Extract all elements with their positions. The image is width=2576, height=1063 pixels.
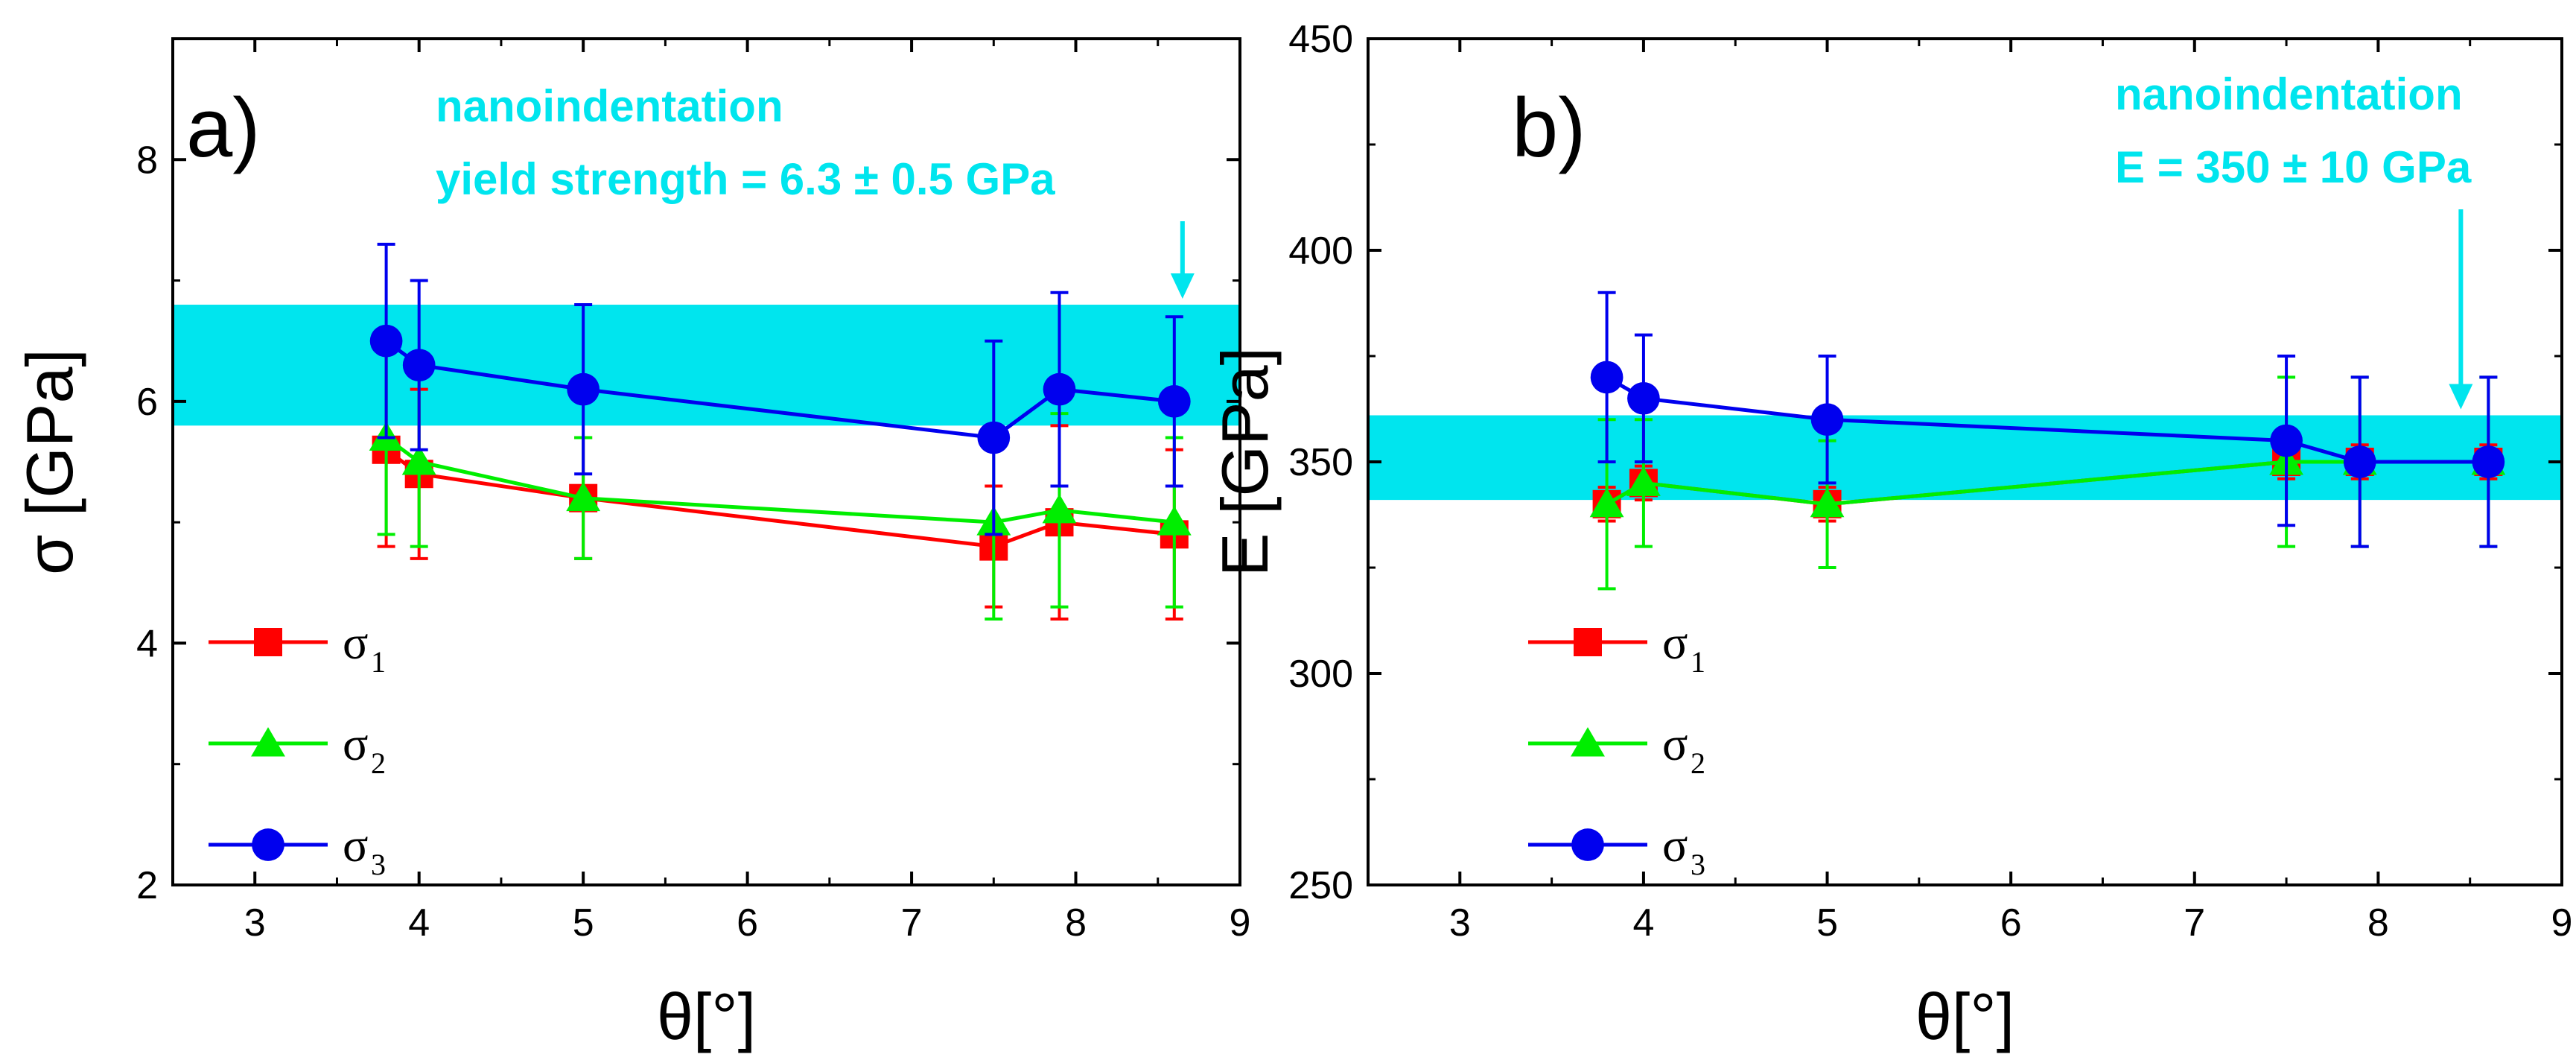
legend-label: σ [343,717,369,770]
y-tick-label: 350 [1288,441,1353,484]
legend-marker [254,628,282,656]
x-tick-label: 6 [737,901,758,945]
y-tick-label: 8 [136,139,158,182]
legend-subscript: 2 [371,746,386,780]
reference-band [173,305,1240,426]
y-tick-label: 2 [136,864,158,907]
reference-band [1368,415,2562,501]
annotation-line: nanoindentation [2115,69,2463,119]
x-tick-label: 7 [901,901,923,945]
data-point [567,372,600,406]
y-tick-label: 400 [1288,229,1353,273]
annotation-arrow-head [2449,384,2473,410]
data-point [402,349,436,382]
legend-label: σ [1662,616,1688,669]
y-tick-label: 450 [1288,18,1353,61]
y-tick-label: 250 [1288,864,1353,907]
data-point [1590,361,1623,394]
data-point [2472,445,2505,478]
data-point [1810,403,1844,437]
annotation-line: yield strength = 6.3 ± 0.5 GPa [436,154,1055,204]
x-tick-label: 5 [573,901,594,945]
series-σ3 [1590,291,2505,548]
y-tick-label: 4 [136,622,158,665]
legend-marker [1571,828,1604,861]
x-tick-label: 5 [1816,901,1838,945]
panel-label: b) [1512,81,1586,174]
x-tick-label: 7 [2184,901,2205,945]
data-point [1157,385,1191,418]
chart-panel-b: 3 4 5 6 7 8 9 250 300 350 400 450 θ[°] E [GPa] b) nanoi… [1208,18,2572,1053]
x-tick-label: 8 [1065,901,1087,945]
legend-subscript: 1 [1691,645,1705,679]
data-point [1157,506,1192,536]
legend-subscript: 1 [371,645,386,679]
annotation-line: nanoindentation [436,81,783,131]
data-point [2270,424,2303,457]
legend-subscript: 3 [1691,848,1705,881]
annotation-arrow-head [1170,273,1195,299]
legend-label: σ [1662,819,1688,872]
legend-label: σ [343,616,369,669]
data-point [1810,487,1845,518]
legend-subscript: 3 [371,848,386,881]
data-point [369,324,403,358]
legend-marker [1571,727,1605,757]
legend-subscript: 2 [1691,746,1705,780]
data-point [977,421,1011,454]
data-point [401,445,436,475]
x-tick-label: 9 [1230,901,1251,945]
annotation-line: E = 350 ± 10 GPa [2115,142,2472,192]
data-point [2343,445,2376,478]
legend-marker [252,828,284,861]
data-point [566,481,601,512]
y-axis-title: σ [GPa] [13,349,86,575]
data-point [1042,494,1077,524]
legend-marker [251,727,285,757]
y-tick-label: 300 [1288,653,1353,696]
data-point [1627,381,1660,415]
x-tick-label: 3 [1449,901,1471,945]
x-tick-label: 4 [408,901,430,945]
x-axis-title: θ[°] [657,980,756,1053]
data-point [1589,487,1624,518]
data-point [1626,466,1661,496]
y-tick-label: 6 [136,381,158,424]
legend-label: σ [343,819,369,872]
legend-label: σ [1662,717,1688,770]
x-tick-label: 6 [2000,901,2022,945]
legend-marker [1574,628,1602,656]
plot-frame [171,37,1241,886]
data-point [1043,372,1076,406]
y-axis-title: E [GPa] [1208,347,1282,577]
x-tick-label: 9 [2551,901,2573,945]
series-σ3 [369,242,1191,536]
x-axis-title: θ[°] [1915,980,2014,1053]
panel-label: a) [186,81,261,174]
x-tick-label: 3 [244,901,266,945]
x-tick-label: 8 [2367,901,2389,945]
x-tick-label: 4 [1632,901,1654,945]
